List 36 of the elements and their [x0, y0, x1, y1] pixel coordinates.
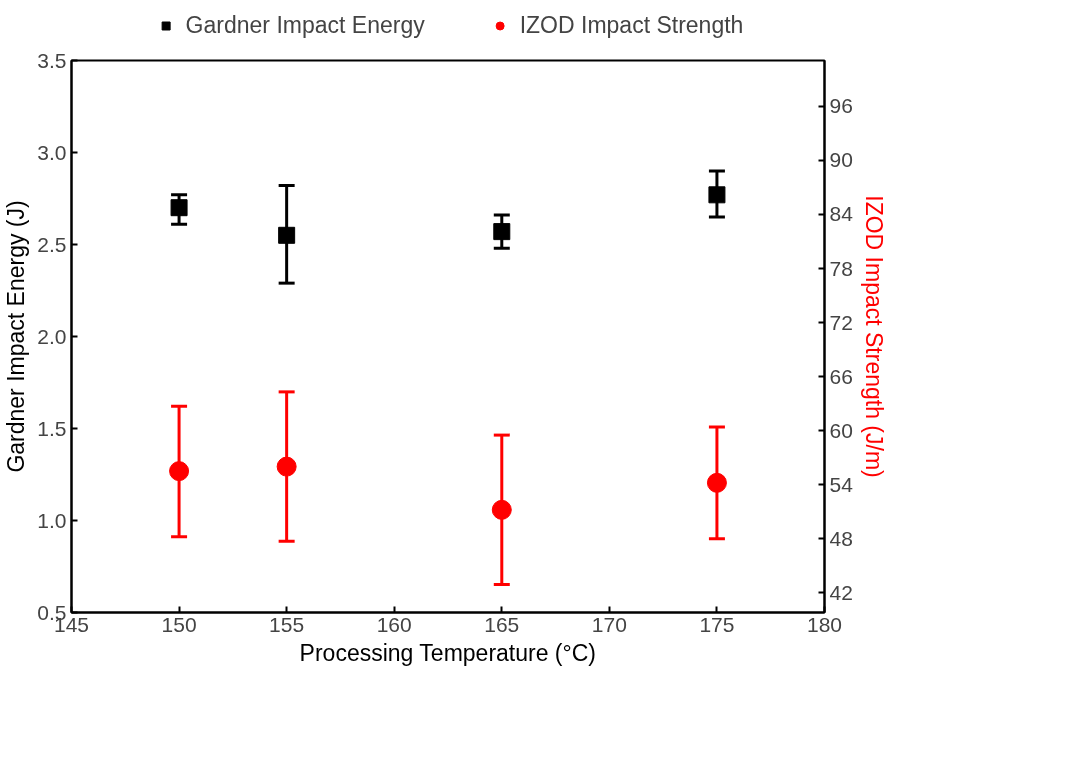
- x-tick-label: 165: [484, 612, 520, 636]
- x-tick-label: 175: [699, 612, 735, 636]
- point: [170, 199, 188, 217]
- y2-tick-label: 54: [829, 472, 854, 496]
- point: [708, 186, 726, 204]
- y2-tick-label: 96: [829, 94, 853, 118]
- y-tick-label: 1.5: [37, 416, 67, 440]
- point: [493, 223, 511, 241]
- x-tick-label: 170: [591, 612, 627, 636]
- y-tick-label: 3.5: [37, 48, 67, 72]
- x-tick-label: 150: [161, 612, 197, 636]
- point: [278, 226, 296, 244]
- x-tick-label: 155: [269, 612, 305, 636]
- point: [276, 456, 297, 477]
- x-axis-title: Processing Temperature (°C): [299, 639, 596, 666]
- y-tick-label: 1.0: [37, 508, 67, 532]
- point: [169, 461, 190, 482]
- point: [491, 499, 512, 520]
- legend-label: Gardner Impact Energy: [185, 11, 425, 39]
- y2-tick-label: 72: [829, 310, 853, 334]
- legend-label: IZOD Impact Strength: [519, 11, 744, 39]
- y-tick-label: 2.0: [37, 324, 67, 348]
- y2-tick-label: 84: [829, 202, 854, 226]
- point: [706, 472, 727, 493]
- y2-tick-label: 42: [829, 580, 853, 604]
- y-axis-title: Gardner Impact Energy (J): [3, 200, 30, 473]
- y2-tick-label: 66: [829, 364, 853, 388]
- y2-tick-label: 90: [829, 148, 853, 172]
- x-tick-label: 160: [376, 612, 412, 636]
- y2-tick-label: 78: [829, 256, 853, 280]
- y2-tick-label: 60: [829, 418, 853, 442]
- y2-axis-title: IZOD Impact Strength (J/m): [860, 195, 887, 478]
- y-tick-label: 2.5: [37, 232, 67, 256]
- x-tick-label: 180: [806, 612, 843, 636]
- y-tick-label: 3.0: [37, 140, 67, 164]
- y2-tick-label: 48: [829, 526, 853, 550]
